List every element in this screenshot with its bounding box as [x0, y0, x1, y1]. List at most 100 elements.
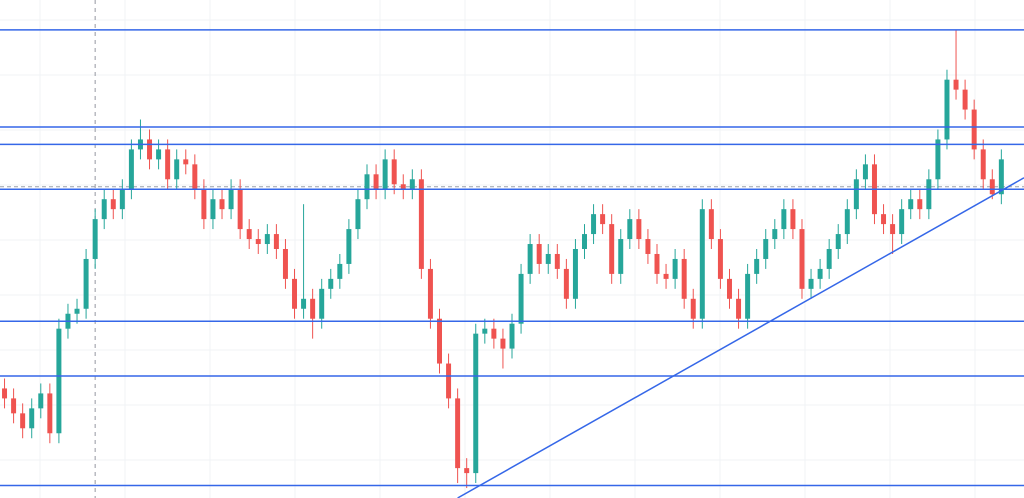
candle-body [47, 393, 53, 434]
candle-body [654, 253, 660, 274]
candle-body [409, 179, 415, 190]
candle-body [128, 149, 134, 190]
candle-body [736, 298, 742, 319]
candle-body [636, 219, 642, 240]
candle-body [935, 139, 941, 180]
candle-body [781, 209, 787, 230]
candle-body [745, 273, 751, 319]
candle-body [373, 174, 379, 190]
candle-body [853, 179, 859, 210]
candle-body [618, 239, 624, 274]
candle-body [591, 214, 597, 235]
candle-body [364, 174, 370, 200]
candle-body [110, 199, 116, 210]
candle-body [518, 273, 524, 324]
candle-body [962, 89, 968, 110]
candle-body [156, 149, 162, 160]
candle-body [627, 219, 633, 240]
candle-body [917, 199, 923, 210]
candle-body [500, 338, 506, 349]
candle-body [264, 234, 270, 245]
candle-body [83, 258, 89, 309]
candle-body [772, 229, 778, 240]
candle-body [609, 224, 615, 274]
candle-body [11, 398, 17, 414]
candle-body [890, 224, 896, 235]
candle-body [808, 278, 814, 289]
candle-body [237, 189, 243, 230]
candle-body [282, 249, 288, 279]
candle-body [699, 209, 705, 319]
candle-body [663, 273, 669, 279]
candle-body [482, 328, 488, 334]
candle-body [881, 214, 887, 225]
candle-body [29, 408, 35, 429]
candle-body [346, 229, 352, 264]
candle-body [826, 249, 832, 269]
candle-body [763, 239, 769, 259]
candle-body [92, 219, 98, 259]
candle-body [201, 189, 207, 220]
trendline [457, 177, 1024, 498]
candle-body [355, 199, 361, 230]
candle-body [908, 199, 914, 210]
candle-body [74, 308, 80, 314]
candle-body [56, 328, 62, 434]
candle-body [491, 328, 497, 339]
candle-body [292, 278, 298, 309]
candle-body [2, 388, 8, 399]
candle-body [273, 234, 279, 249]
candle-body [437, 318, 442, 364]
candle-body [572, 249, 578, 299]
candle-body [464, 468, 470, 474]
candle-body [726, 278, 732, 299]
candle-body [536, 244, 542, 264]
candle-body [998, 159, 1004, 195]
candle-body [790, 209, 796, 230]
candle-body [554, 253, 560, 269]
candle-body [210, 199, 216, 220]
candle-body [582, 234, 587, 249]
candle-body [418, 179, 424, 269]
candle-body [672, 258, 678, 279]
candle-body [953, 79, 959, 90]
candle-body [862, 164, 868, 180]
candle-body [219, 199, 225, 210]
candle-body [545, 253, 551, 264]
candle-body [183, 159, 189, 165]
candle-body [455, 398, 461, 469]
candle-body [400, 184, 406, 190]
candle-body [708, 209, 714, 240]
candle-body [192, 164, 198, 190]
candle-body [563, 268, 569, 299]
candle-body [645, 239, 651, 254]
candle-body [255, 239, 261, 245]
candle-body [165, 149, 171, 180]
candle-body [174, 159, 180, 180]
candle-body [391, 159, 397, 185]
candle-body [228, 189, 234, 210]
candle-body [989, 179, 995, 195]
candle-body [301, 298, 307, 309]
candle-body [101, 199, 107, 220]
candle-body [147, 139, 153, 160]
candle-body [473, 333, 479, 474]
candle-body [681, 258, 687, 299]
candle-body [328, 278, 334, 289]
candle-body [446, 363, 452, 399]
candle-body [119, 189, 125, 210]
candle-body [509, 323, 515, 349]
candle-body [246, 229, 252, 240]
candle-body [319, 288, 325, 319]
candle-body [20, 413, 26, 429]
candle-body [527, 244, 533, 274]
candle-body [754, 258, 760, 274]
candle-body [38, 393, 44, 409]
candle-body [971, 109, 977, 150]
candle-body [817, 268, 823, 279]
candle-body [310, 298, 316, 319]
candle-body [427, 268, 433, 319]
candle-body [799, 229, 805, 289]
candle-body [690, 298, 696, 319]
